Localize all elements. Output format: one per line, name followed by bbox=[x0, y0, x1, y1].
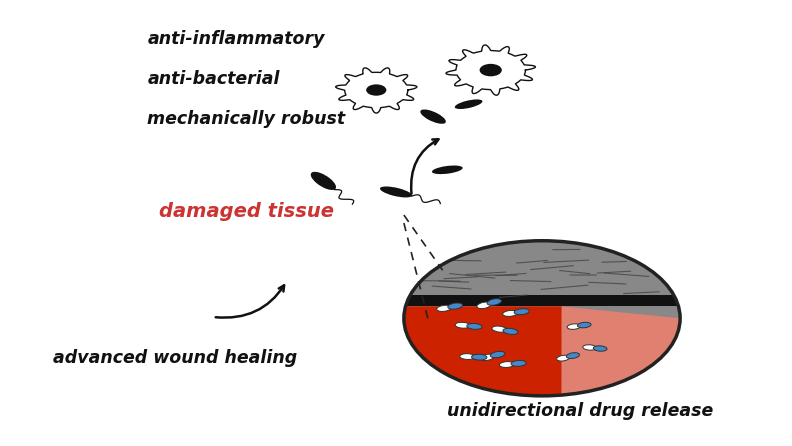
Ellipse shape bbox=[305, 155, 310, 158]
Text: anti-bacterial: anti-bacterial bbox=[147, 70, 280, 88]
Ellipse shape bbox=[417, 163, 425, 166]
Ellipse shape bbox=[138, 211, 145, 215]
Polygon shape bbox=[121, 304, 233, 367]
Polygon shape bbox=[336, 68, 417, 113]
Ellipse shape bbox=[471, 134, 502, 149]
Ellipse shape bbox=[535, 211, 541, 214]
Ellipse shape bbox=[71, 161, 97, 173]
Ellipse shape bbox=[87, 143, 93, 146]
Ellipse shape bbox=[120, 152, 125, 155]
Ellipse shape bbox=[380, 186, 412, 198]
Ellipse shape bbox=[604, 136, 630, 150]
Ellipse shape bbox=[621, 214, 649, 228]
Circle shape bbox=[480, 64, 502, 76]
Ellipse shape bbox=[487, 299, 501, 306]
Ellipse shape bbox=[112, 209, 139, 223]
Ellipse shape bbox=[79, 167, 85, 169]
Ellipse shape bbox=[82, 203, 111, 219]
Ellipse shape bbox=[192, 150, 225, 166]
Ellipse shape bbox=[520, 163, 552, 180]
Ellipse shape bbox=[471, 354, 487, 360]
Ellipse shape bbox=[151, 193, 182, 206]
Polygon shape bbox=[404, 241, 680, 318]
Ellipse shape bbox=[412, 184, 420, 188]
Polygon shape bbox=[199, 320, 296, 375]
Ellipse shape bbox=[279, 177, 286, 181]
Ellipse shape bbox=[651, 161, 659, 164]
Ellipse shape bbox=[516, 208, 520, 210]
Ellipse shape bbox=[53, 138, 59, 141]
Ellipse shape bbox=[566, 218, 571, 220]
Ellipse shape bbox=[479, 213, 485, 216]
Ellipse shape bbox=[209, 190, 215, 192]
Ellipse shape bbox=[539, 200, 545, 202]
Ellipse shape bbox=[408, 220, 415, 224]
Ellipse shape bbox=[416, 158, 421, 161]
Ellipse shape bbox=[86, 206, 93, 209]
Ellipse shape bbox=[241, 218, 246, 221]
Ellipse shape bbox=[286, 146, 320, 163]
Ellipse shape bbox=[390, 192, 422, 206]
Polygon shape bbox=[562, 306, 680, 395]
Ellipse shape bbox=[394, 203, 417, 214]
Ellipse shape bbox=[54, 222, 62, 226]
Ellipse shape bbox=[457, 168, 489, 185]
Ellipse shape bbox=[87, 169, 95, 173]
Ellipse shape bbox=[128, 204, 161, 221]
Ellipse shape bbox=[73, 195, 95, 207]
Ellipse shape bbox=[391, 160, 417, 175]
Ellipse shape bbox=[72, 199, 104, 214]
Ellipse shape bbox=[230, 206, 236, 209]
Ellipse shape bbox=[263, 170, 297, 188]
Ellipse shape bbox=[567, 324, 581, 329]
Ellipse shape bbox=[252, 177, 257, 179]
Ellipse shape bbox=[303, 180, 309, 183]
Ellipse shape bbox=[520, 175, 549, 191]
Ellipse shape bbox=[290, 174, 317, 188]
Ellipse shape bbox=[394, 213, 426, 231]
Ellipse shape bbox=[477, 302, 491, 309]
Ellipse shape bbox=[181, 153, 187, 156]
Ellipse shape bbox=[490, 351, 505, 358]
Ellipse shape bbox=[200, 146, 207, 149]
Ellipse shape bbox=[503, 328, 518, 334]
Ellipse shape bbox=[213, 184, 246, 202]
Ellipse shape bbox=[145, 213, 176, 226]
Ellipse shape bbox=[455, 322, 470, 328]
Ellipse shape bbox=[432, 165, 463, 174]
Polygon shape bbox=[240, 194, 417, 243]
Ellipse shape bbox=[91, 209, 97, 212]
Polygon shape bbox=[191, 196, 475, 259]
Ellipse shape bbox=[577, 322, 591, 328]
Text: anti-inflammatory: anti-inflammatory bbox=[147, 30, 325, 48]
Ellipse shape bbox=[295, 151, 322, 164]
Ellipse shape bbox=[129, 186, 155, 200]
Ellipse shape bbox=[603, 187, 607, 189]
Ellipse shape bbox=[468, 207, 497, 222]
Ellipse shape bbox=[399, 178, 435, 196]
Ellipse shape bbox=[503, 310, 518, 316]
Ellipse shape bbox=[79, 139, 105, 152]
Ellipse shape bbox=[295, 157, 321, 170]
Ellipse shape bbox=[401, 207, 406, 209]
Ellipse shape bbox=[231, 214, 255, 226]
Ellipse shape bbox=[43, 139, 48, 141]
Ellipse shape bbox=[246, 173, 268, 182]
Ellipse shape bbox=[557, 355, 569, 361]
Ellipse shape bbox=[530, 169, 537, 173]
Ellipse shape bbox=[451, 175, 485, 191]
Ellipse shape bbox=[492, 326, 507, 332]
Ellipse shape bbox=[179, 205, 187, 208]
Ellipse shape bbox=[493, 160, 498, 162]
Circle shape bbox=[404, 241, 680, 396]
Ellipse shape bbox=[447, 303, 463, 309]
Ellipse shape bbox=[192, 139, 221, 153]
Ellipse shape bbox=[534, 180, 569, 197]
Ellipse shape bbox=[531, 180, 538, 184]
Ellipse shape bbox=[611, 140, 616, 143]
Ellipse shape bbox=[550, 188, 558, 191]
Ellipse shape bbox=[629, 220, 635, 223]
Ellipse shape bbox=[593, 346, 607, 351]
Ellipse shape bbox=[122, 155, 128, 159]
